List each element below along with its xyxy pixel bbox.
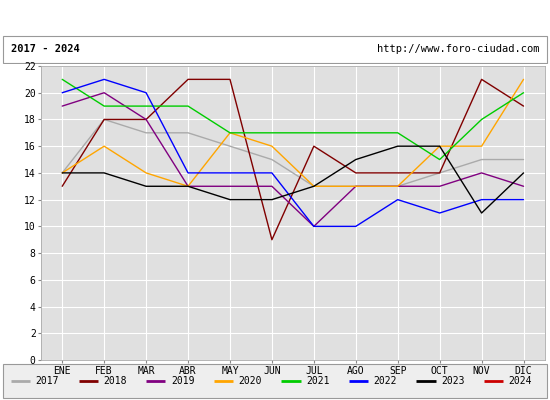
Text: http://www.foro-ciudad.com: http://www.foro-ciudad.com	[377, 44, 539, 54]
Text: 2021: 2021	[306, 376, 329, 386]
Text: 2019: 2019	[171, 376, 194, 386]
Text: 2017 - 2024: 2017 - 2024	[11, 44, 80, 54]
Text: 2023: 2023	[441, 376, 465, 386]
Text: 2017: 2017	[36, 376, 59, 386]
Text: 2024: 2024	[509, 376, 532, 386]
Text: Evolucion del paro registrado en Valle de las Navas: Evolucion del paro registrado en Valle d…	[84, 10, 466, 24]
Text: 2020: 2020	[239, 376, 262, 386]
Text: 2018: 2018	[103, 376, 127, 386]
Text: 2022: 2022	[373, 376, 397, 386]
